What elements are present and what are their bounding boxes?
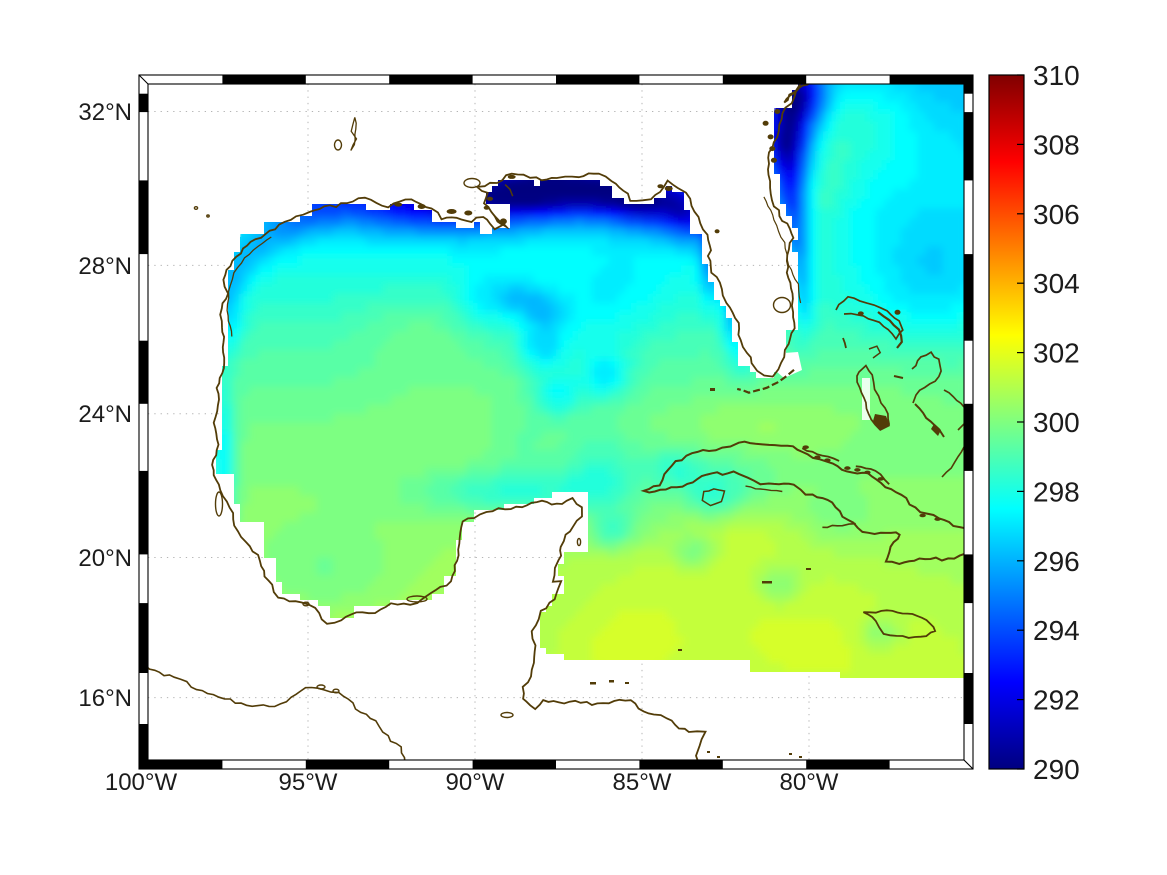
svg-text:20°N: 20°N [78, 545, 132, 572]
svg-text:296: 296 [1033, 546, 1080, 577]
svg-text:100°W: 100°W [105, 769, 178, 796]
svg-text:300: 300 [1033, 407, 1080, 438]
svg-text:290: 290 [1033, 754, 1080, 785]
svg-text:306: 306 [1033, 199, 1080, 230]
svg-text:85°W: 85°W [613, 769, 672, 796]
svg-text:16°N: 16°N [78, 685, 132, 712]
svg-text:298: 298 [1033, 476, 1080, 507]
svg-text:90°W: 90°W [446, 769, 505, 796]
svg-text:310: 310 [1033, 60, 1080, 91]
svg-text:304: 304 [1033, 268, 1080, 299]
svg-text:28°N: 28°N [78, 253, 132, 280]
svg-text:95°W: 95°W [279, 769, 338, 796]
svg-text:308: 308 [1033, 129, 1080, 160]
svg-text:80°W: 80°W [780, 769, 839, 796]
svg-text:24°N: 24°N [78, 401, 132, 428]
svg-text:32°N: 32°N [78, 99, 132, 126]
svg-text:302: 302 [1033, 338, 1080, 369]
svg-text:294: 294 [1033, 615, 1080, 646]
svg-text:292: 292 [1033, 685, 1080, 716]
